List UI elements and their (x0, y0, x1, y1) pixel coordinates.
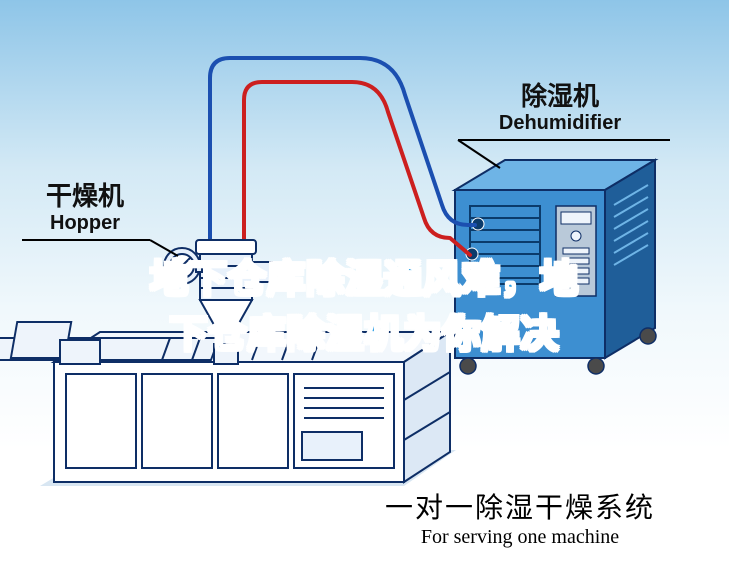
label-dehumidifier-en: Dehumidifier (455, 112, 665, 135)
overlay-banner: 地下仓库除湿通风难，地 下仓库除湿机为你解决 (0, 248, 729, 358)
system-title-en: For serving one machine (340, 526, 700, 549)
pipe-red (244, 82, 470, 256)
label-dryer: 干燥机 Hopper (20, 182, 150, 235)
label-dryer-cn: 干燥机 (20, 182, 150, 212)
system-title: 一对一除湿干燥系统 For serving one machine (340, 486, 700, 549)
label-dehumidifier: 除湿机 Dehumidifier (455, 82, 665, 135)
label-dehumidifier-cn: 除湿机 (455, 82, 665, 112)
system-title-cn: 一对一除湿干燥系统 (340, 486, 700, 526)
pipes (210, 58, 475, 256)
overlay-banner-line1: 地下仓库除湿通风难，地 (0, 248, 729, 303)
overlay-banner-line2: 下仓库除湿机为你解决 (0, 303, 729, 358)
diagram-stage: 干燥机 Hopper 除湿机 Dehumidifier 地下仓库除湿通风难，地 … (0, 0, 729, 561)
label-dryer-en: Hopper (20, 212, 150, 235)
